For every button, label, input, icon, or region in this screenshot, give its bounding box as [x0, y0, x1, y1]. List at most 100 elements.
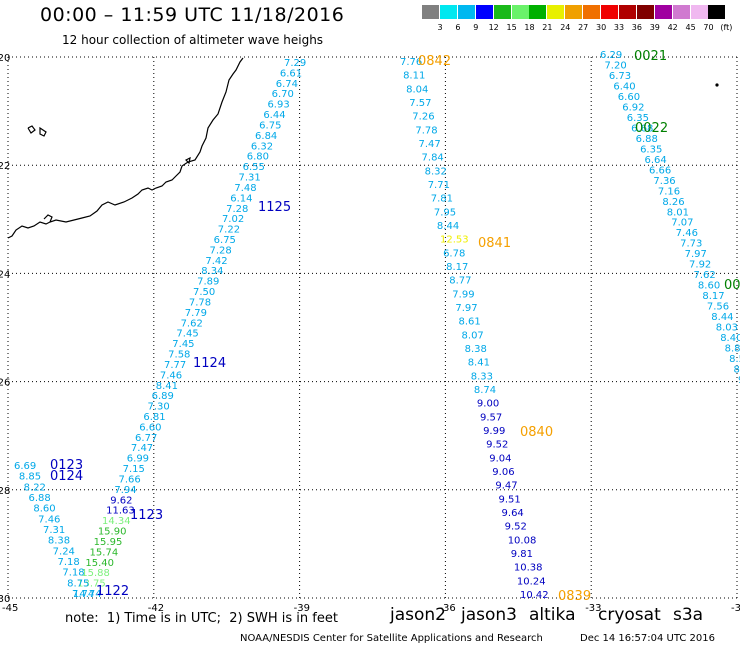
swh-value: 8.38: [48, 536, 70, 547]
legend-tick-label: 42: [667, 23, 678, 32]
swh-value: 7.45: [176, 329, 198, 340]
swh-value: 8.33: [471, 371, 493, 382]
swh-value: 7.42: [205, 256, 227, 267]
swh-value: 10.24: [517, 576, 546, 587]
swh-value: 6.89: [152, 391, 174, 402]
swh-value: 7.07: [671, 218, 693, 229]
swh-value: 7.46: [676, 228, 698, 239]
legend-swatch: [475, 5, 494, 19]
legend-tick-label: 6: [455, 23, 461, 32]
swh-value: 10.42: [520, 590, 549, 601]
swh-value: 7.56: [707, 302, 729, 313]
swh-value: 7.36: [653, 176, 675, 187]
swh-value: 8.34: [201, 266, 223, 277]
swh-value: 8.04: [406, 84, 428, 95]
lat-tick-label: -30: [0, 594, 10, 605]
swh-value: 7.78: [415, 125, 437, 136]
legend-tick-label: 27: [578, 23, 589, 32]
swh-value: 8.59: [729, 354, 740, 365]
swh-value: 6.29: [600, 50, 622, 61]
swh-value: 6.60: [139, 422, 161, 433]
swh-value: 6.74: [276, 79, 298, 90]
swh-value: 9.04: [489, 453, 511, 464]
swh-value: 8.74: [474, 385, 496, 396]
page-subtitle: 12 hour collection of altimeter wave hei…: [62, 33, 324, 47]
swh-value: 12.53: [440, 235, 469, 246]
legend-tick-label: 39: [649, 23, 660, 32]
swh-value: 7.26: [412, 112, 434, 123]
swh-value: 14.74: [73, 589, 102, 600]
pass-time-label: 0840: [520, 425, 553, 440]
swh-value: 6.40: [613, 81, 635, 92]
swh-value: 9.81: [511, 549, 533, 560]
swh-value: 7.45: [172, 339, 194, 350]
swh-value: 9.57: [480, 412, 502, 423]
swh-value: 6.64: [645, 155, 667, 166]
legend-swatch: [636, 5, 655, 19]
swh-value: 7.62: [693, 270, 715, 281]
lat-tick-label: -20: [0, 53, 10, 64]
pass-time-label: 1123: [130, 508, 163, 523]
island-3: [184, 156, 191, 165]
pass-time-label: 1122: [96, 584, 129, 599]
swh-value: 8.32: [425, 166, 447, 177]
swh-value: 6.61: [280, 68, 302, 79]
swh-value: 6.70: [272, 89, 294, 100]
legend-tick-label: 24: [560, 23, 571, 32]
swh-value: 9.: [738, 375, 740, 386]
swh-value: 7.99: [452, 289, 474, 300]
pass-time-label: 1124: [193, 356, 226, 371]
lon-tick-label: -36: [439, 603, 455, 614]
footer-timestamp: Dec 14 16:57:04 UTC 2016: [580, 633, 715, 644]
swh-value: 6.88: [29, 493, 51, 504]
footer-credit: NOAA/NESDIS Center for Satellite Applica…: [240, 633, 543, 644]
legend-swatch: [493, 5, 512, 19]
swh-value: 7.78: [189, 297, 211, 308]
swh-value: 8.85: [19, 472, 41, 483]
legend-jason2: jason2: [390, 605, 446, 625]
swh-value: 7.18: [58, 557, 80, 568]
swh-value: 7.28: [226, 204, 248, 215]
lat-tick-label: -22: [0, 161, 10, 172]
swh-value: 7.24: [53, 546, 75, 557]
swh-value: 8.03: [716, 323, 738, 334]
swh-value: 9.64: [502, 508, 524, 519]
legend-tick-label: 45: [685, 23, 696, 32]
swh-value: 7.66: [119, 474, 141, 485]
legend-tick-label: 30: [596, 23, 607, 32]
lat-tick-label: -28: [0, 486, 10, 497]
legend-swatch: [601, 5, 619, 19]
swh-value: 8.60: [33, 504, 55, 515]
swh-value: 8.17: [702, 291, 724, 302]
lon-tick-label: -33: [585, 603, 601, 614]
swh-value: 7.20: [604, 60, 626, 71]
swh-value: 6.99: [127, 454, 149, 465]
swh-value: 6.66: [649, 165, 671, 176]
swh-value: 6.60: [618, 92, 640, 103]
island-2: [39, 126, 47, 137]
swh-value: 7.22: [218, 225, 240, 236]
swh-value: 15.74: [90, 547, 119, 558]
swh-value: 6.44: [263, 110, 285, 121]
lon-tick-label: -39: [294, 603, 310, 614]
swh-value: 8.26: [662, 197, 684, 208]
pass-time-label: 0021: [634, 49, 667, 64]
legend-swatch: [439, 5, 458, 19]
lon-tick-label: -42: [148, 603, 164, 614]
legend-cryosat: cryosat: [598, 605, 661, 625]
swh-value: 7.73: [680, 239, 702, 250]
swh-value: 8.07: [462, 330, 484, 341]
legend-tick-label: 18: [524, 23, 535, 32]
pass-time-label: 0842: [418, 54, 451, 69]
swh-value: 7.89: [197, 277, 219, 288]
swh-value: 15.40: [85, 558, 114, 569]
coastline-bay: [43, 214, 53, 223]
swh-value: 6.77: [135, 433, 157, 444]
swh-value: 7.28: [210, 245, 232, 256]
pass-time-label: 0124: [50, 469, 83, 484]
legend-swatch: [565, 5, 584, 19]
map-grid: [7, 56, 738, 599]
legend-tick-label: 15: [506, 23, 517, 32]
legend-swatch: [422, 5, 440, 19]
